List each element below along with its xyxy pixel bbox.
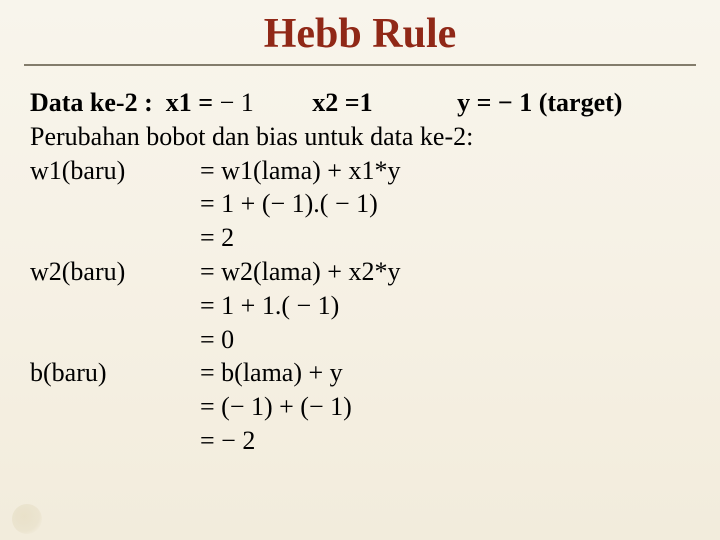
calc-lhs [30,187,200,221]
data-header-line: Data ke-2 : x1 = − 1 x2 =1 y = − 1 (targ… [30,86,690,120]
calc-lhs [30,221,200,255]
calc-lhs [30,390,200,424]
slide-content: Data ke-2 : x1 = − 1 x2 =1 y = − 1 (targ… [0,66,720,458]
calc-row: b(baru) = b(lama) + y [30,356,690,390]
y-target: y = − 1 (target) [457,88,622,117]
calc-rhs: = w1(lama) + x1*y [200,154,400,188]
calc-lhs: w2(baru) [30,255,200,289]
calc-row: = 0 [30,323,690,357]
calc-row: = 1 + (− 1).( − 1) [30,187,690,221]
calc-rhs: = 1 + 1.( − 1) [200,289,339,323]
calc-rhs: = w2(lama) + x2*y [200,255,400,289]
calc-lhs [30,323,200,357]
calc-row: = − 2 [30,424,690,458]
title-underline [24,64,696,66]
calc-lhs [30,289,200,323]
data-label: Data ke-2 : x1 = [30,88,213,117]
x2-value: x2 =1 [312,88,372,117]
calc-row: = 2 [30,221,690,255]
calc-rhs: = (− 1) + (− 1) [200,390,352,424]
calc-lhs [30,424,200,458]
calc-row: = 1 + 1.( − 1) [30,289,690,323]
calc-row: w1(baru) = w1(lama) + x1*y [30,154,690,188]
calc-row: w2(baru) = w2(lama) + x2*y [30,255,690,289]
decorative-corner-circle [12,504,42,534]
calc-rhs: = − 2 [200,424,255,458]
calc-lhs: b(baru) [30,356,200,390]
calc-rhs: = 2 [200,221,234,255]
calc-rhs: = 1 + (− 1).( − 1) [200,187,378,221]
subtitle-line: Perubahan bobot dan bias untuk data ke-2… [30,120,690,154]
calc-rhs: = 0 [200,323,234,357]
slide-title: Hebb Rule [0,0,720,64]
gap [373,88,458,117]
x1-value: − 1 [213,88,312,117]
calc-lhs: w1(baru) [30,154,200,188]
calc-rhs: = b(lama) + y [200,356,343,390]
calc-row: = (− 1) + (− 1) [30,390,690,424]
